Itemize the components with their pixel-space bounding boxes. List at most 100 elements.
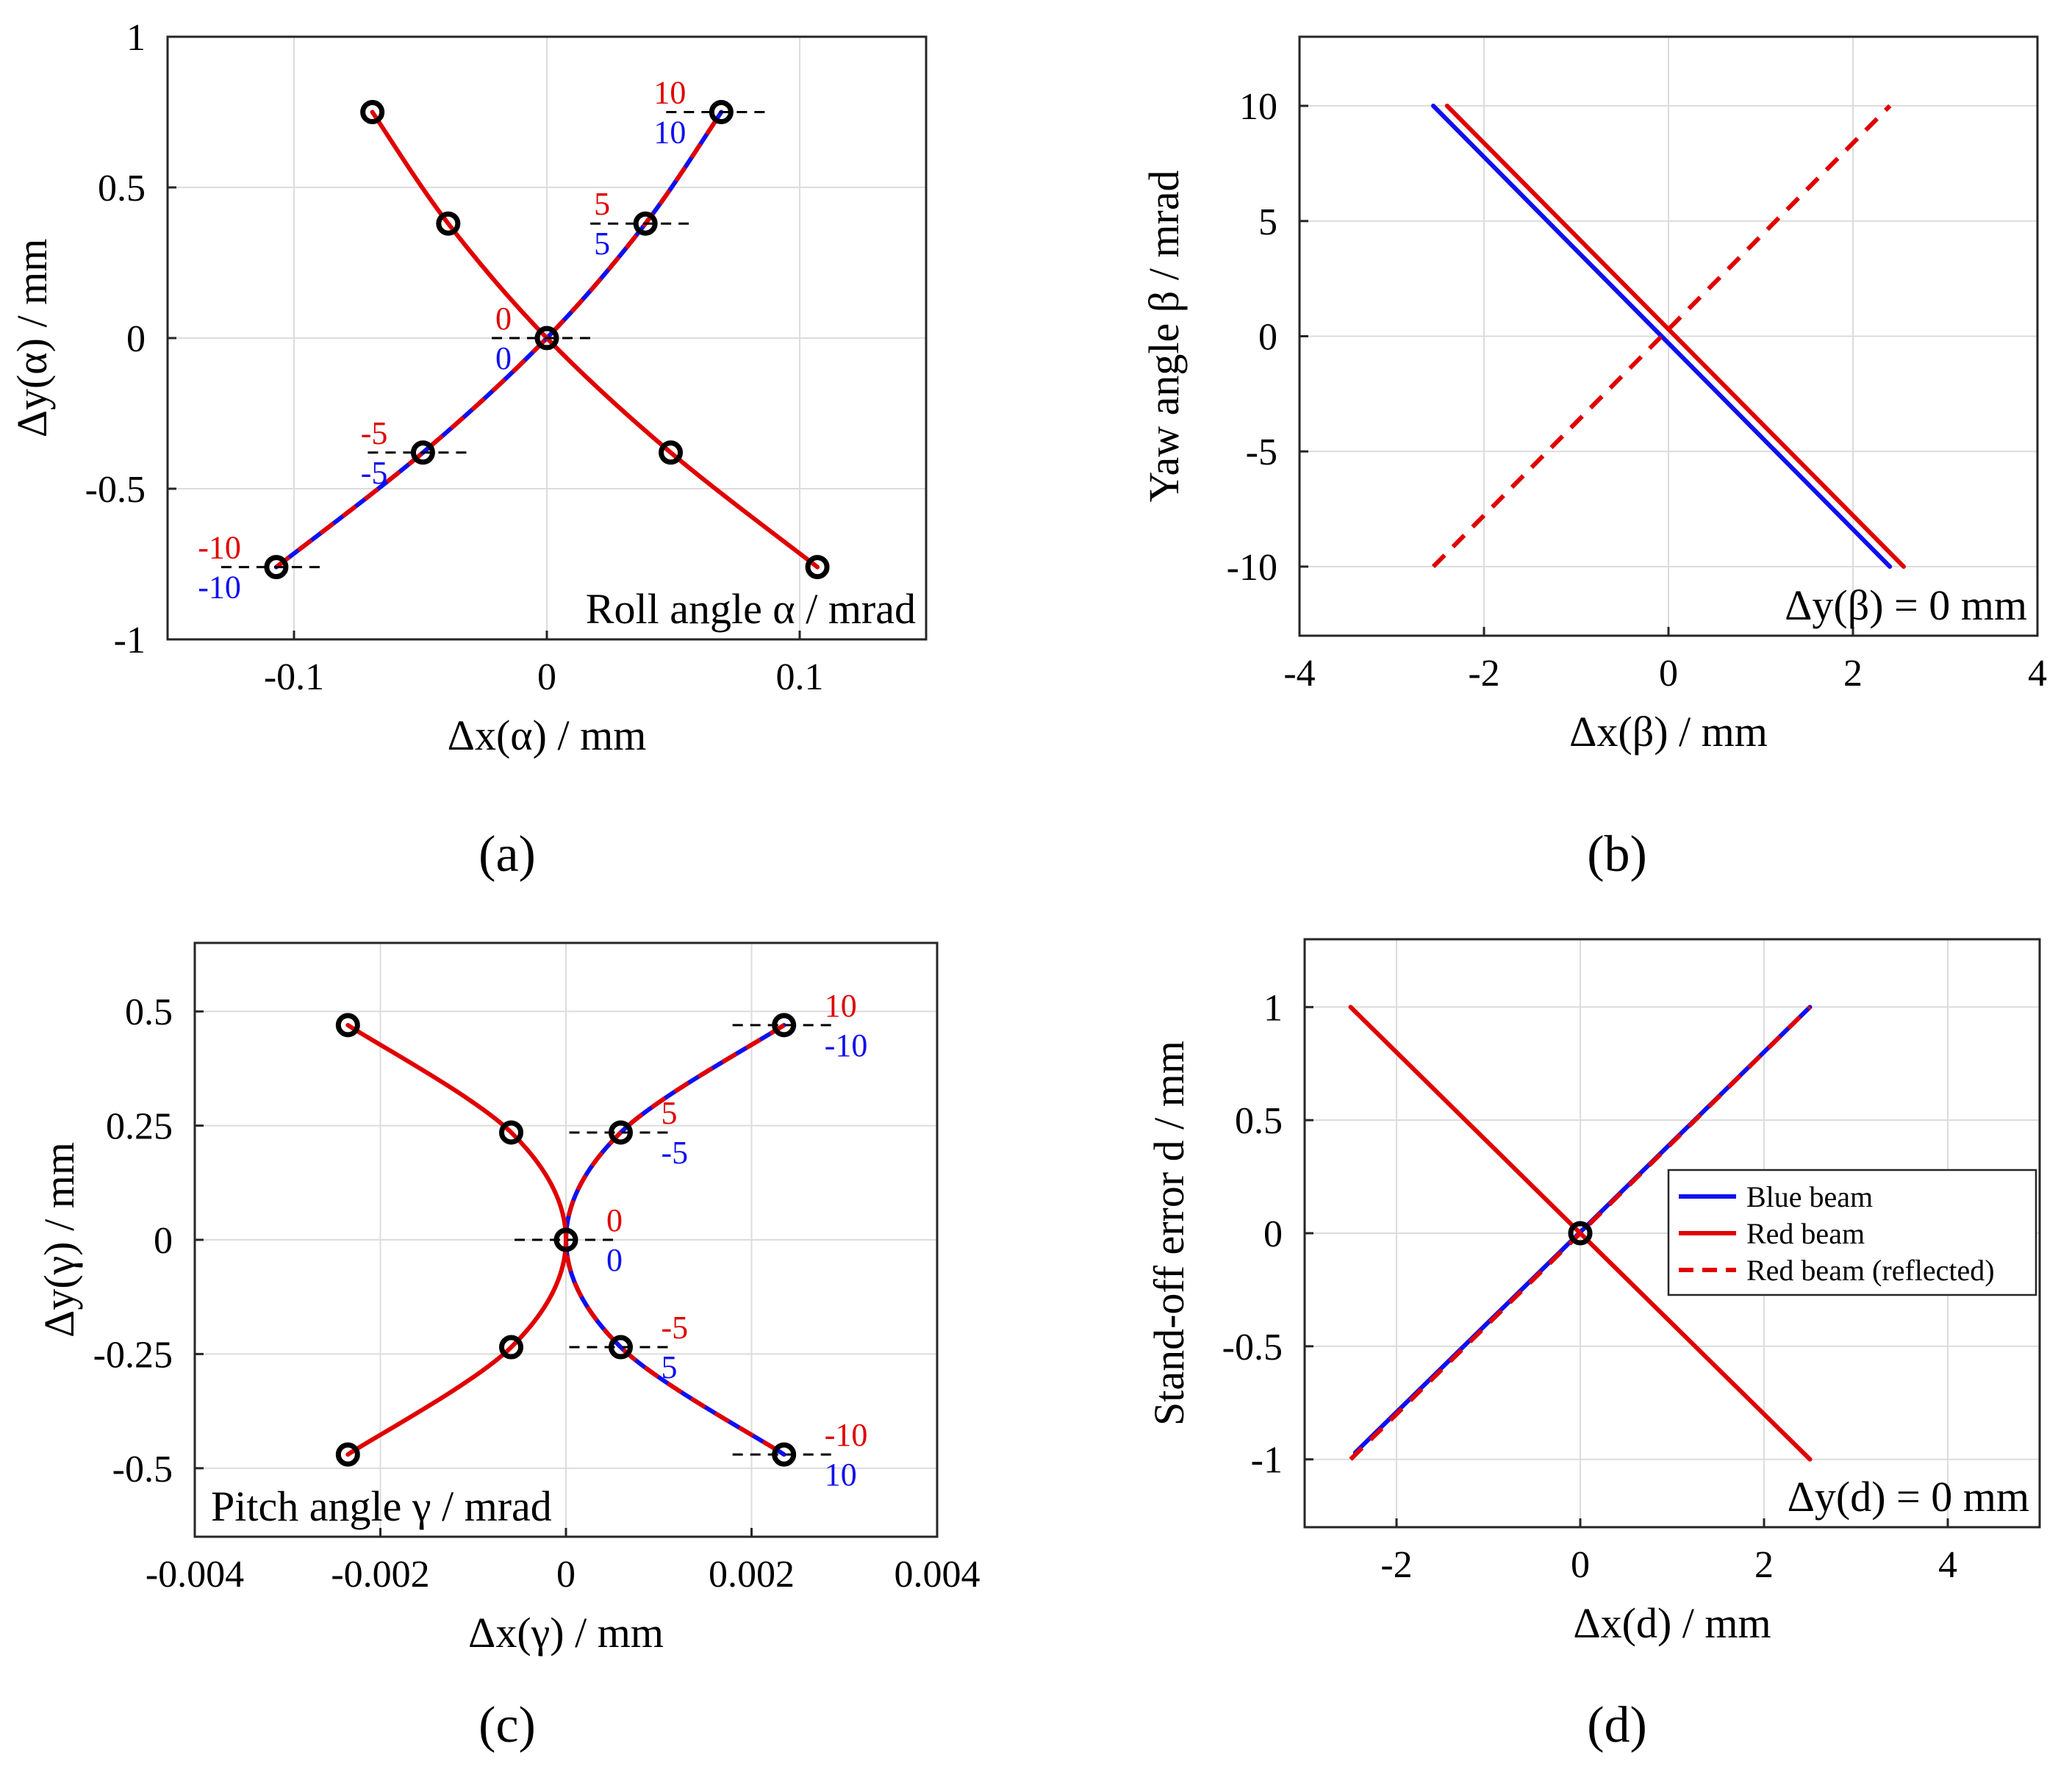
annotation-text: Roll angle α / mrad xyxy=(586,585,916,633)
tick-label-y: -1 xyxy=(1251,1440,1283,1482)
value-label-blue: -10 xyxy=(825,1027,868,1063)
markers xyxy=(264,100,830,580)
panel-labels: (a) (b) (c) (d) xyxy=(478,826,1647,1754)
tick-label-x: 0.002 xyxy=(709,1554,795,1596)
legend-label: Red beam xyxy=(1746,1217,1865,1250)
tick-label-x: 0 xyxy=(1659,653,1678,695)
y-axis-label: Yaw angle β / mrad xyxy=(1140,170,1188,502)
data-point-marker xyxy=(410,440,435,465)
tick-label-y: 0.25 xyxy=(106,1106,173,1148)
series-line-red-beam xyxy=(563,1023,786,1457)
ticks: -0.004 -0.002 0 0.002 0.004 -0.5 -0.25 0 0.25 0.5 xyxy=(93,991,981,1596)
data-point-marker xyxy=(499,1335,524,1360)
series-line-red-beam xyxy=(275,110,723,569)
data-point-marker xyxy=(1568,1221,1593,1246)
tick-label-x: 0 xyxy=(556,1554,576,1596)
tick-label-x: 0 xyxy=(1571,1544,1590,1586)
tick-label-y: 0.5 xyxy=(1235,1100,1283,1142)
x-axis-label: Δx(β) / mm xyxy=(1569,708,1768,756)
markers xyxy=(1568,1221,1593,1246)
tick-label-y: -10 xyxy=(1227,547,1277,589)
value-label-red: 0 xyxy=(495,301,512,337)
annotation-text: Pitch angle γ / mrad xyxy=(211,1482,552,1530)
data-point-marker xyxy=(553,1227,578,1252)
data-point-marker xyxy=(659,440,684,465)
tick-label-y: 1 xyxy=(126,17,146,59)
tick-label-x: -4 xyxy=(1283,653,1315,695)
series-line-blue-beam xyxy=(1431,104,1893,569)
value-label-red: 10 xyxy=(825,988,857,1024)
value-label-red: -5 xyxy=(361,415,388,451)
value-label-blue: -5 xyxy=(661,1135,688,1171)
tick-label-x: 2 xyxy=(1754,1544,1774,1586)
value-label-red: -10 xyxy=(825,1417,868,1453)
panel-b: -4 -2 0 2 4 -10 -5 0 5 10 Δx(β) / mm Yaw angle β / … xyxy=(1140,35,2047,756)
annotation-text: Δy(d) = 0 mm xyxy=(1788,1473,2029,1521)
tick-label-y: -0.5 xyxy=(112,1449,173,1490)
tick-label-x: 4 xyxy=(1938,1544,1957,1586)
tick-label-x: 0.1 xyxy=(776,656,824,698)
ticks: -4 -2 0 2 4 -10 -5 0 5 10 xyxy=(1227,86,2047,695)
x-axis-label: Δx(γ) / mm xyxy=(468,1609,664,1657)
legend: Blue beam Red beam Red beam (reflected) xyxy=(1667,1169,2037,1296)
panel-label-c: (c) xyxy=(478,1697,536,1754)
tick-label-y: -1 xyxy=(114,620,146,661)
tick-label-y: 0.5 xyxy=(98,168,146,209)
tick-label-y: -0.25 xyxy=(93,1334,173,1376)
tick-label-x: -0.004 xyxy=(146,1554,244,1596)
data-point-marker xyxy=(264,555,289,580)
tick-label-y: -0.5 xyxy=(1222,1327,1283,1368)
legend-label: Red beam (reflected) xyxy=(1746,1254,1995,1287)
y-axis-label: Δy(α) / mm xyxy=(8,239,56,438)
data-point-marker xyxy=(608,1335,633,1360)
data-point-marker xyxy=(534,326,559,351)
tick-label-y: 5 xyxy=(1258,201,1277,243)
value-label-blue: 5 xyxy=(594,226,610,262)
tick-label-y: 0 xyxy=(1258,317,1277,359)
series xyxy=(1348,1005,1813,1462)
tick-label-y: 0 xyxy=(154,1220,173,1262)
value-label-blue: 0 xyxy=(606,1242,623,1278)
panel-label-b: (b) xyxy=(1587,826,1647,883)
series-line-red-beam xyxy=(1349,1005,1812,1461)
value-label-blue: 5 xyxy=(661,1349,677,1385)
ticks: -2 0 2 4 -1 -0.5 0 0.5 1 xyxy=(1222,987,1957,1586)
tick-label-x: 0 xyxy=(537,656,556,698)
x-axis-label: Δx(α) / mm xyxy=(448,711,647,759)
data-point-marker xyxy=(772,1442,797,1467)
legend-label: Blue beam xyxy=(1746,1180,1873,1213)
tick-label-y: -0.5 xyxy=(85,469,146,511)
data-point-marker xyxy=(772,1013,797,1038)
annotation-text: Δy(β) = 0 mm xyxy=(1785,581,2027,629)
value-label-blue: 0 xyxy=(495,340,512,376)
value-label-red: 5 xyxy=(661,1095,677,1131)
data-point-marker xyxy=(335,1442,360,1467)
tick-label-x: 4 xyxy=(2028,653,2047,695)
tick-label-y: 10 xyxy=(1239,86,1277,128)
tick-label-x: -2 xyxy=(1380,1544,1412,1586)
series xyxy=(345,1022,786,1457)
data-point-marker xyxy=(499,1120,524,1145)
value-label-blue: 10 xyxy=(825,1457,857,1493)
value-label-red: 5 xyxy=(594,186,610,222)
value-label-red: 10 xyxy=(653,75,686,111)
data-point-marker xyxy=(335,1013,360,1038)
grid xyxy=(1299,37,2038,636)
tick-label-y: 1 xyxy=(1263,987,1283,1029)
y-axis-label: Stand-off error d / mm xyxy=(1145,1041,1193,1426)
tick-label-x: 0.004 xyxy=(895,1554,981,1596)
value-labels: 10 10 5 5 00 -5 -5 -10 -10 xyxy=(198,75,770,606)
value-label-red: -10 xyxy=(198,530,241,566)
data-point-marker xyxy=(608,1120,633,1145)
x-axis-label: Δx(d) / mm xyxy=(1573,1599,1771,1647)
panel-label-d: (d) xyxy=(1587,1697,1647,1754)
data-point-marker xyxy=(436,211,461,236)
data-point-marker xyxy=(633,211,658,236)
tick-label-y: 0.5 xyxy=(125,991,173,1033)
tick-label-x: -2 xyxy=(1468,653,1499,695)
data-point-marker xyxy=(805,555,830,580)
tick-label-y: 0 xyxy=(1263,1213,1283,1255)
